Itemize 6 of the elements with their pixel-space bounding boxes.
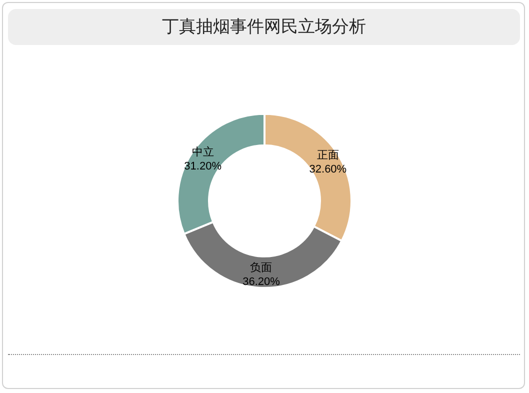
slice-label: 正面 — [316, 149, 339, 162]
chart-title: 丁真抽烟事件网民立场分析 — [8, 9, 520, 45]
data-label: 36.20% — [242, 276, 280, 288]
data-label: 32.60% — [309, 163, 347, 176]
slice-label: 负面 — [250, 262, 272, 274]
slice-label: 中立 — [192, 146, 214, 159]
